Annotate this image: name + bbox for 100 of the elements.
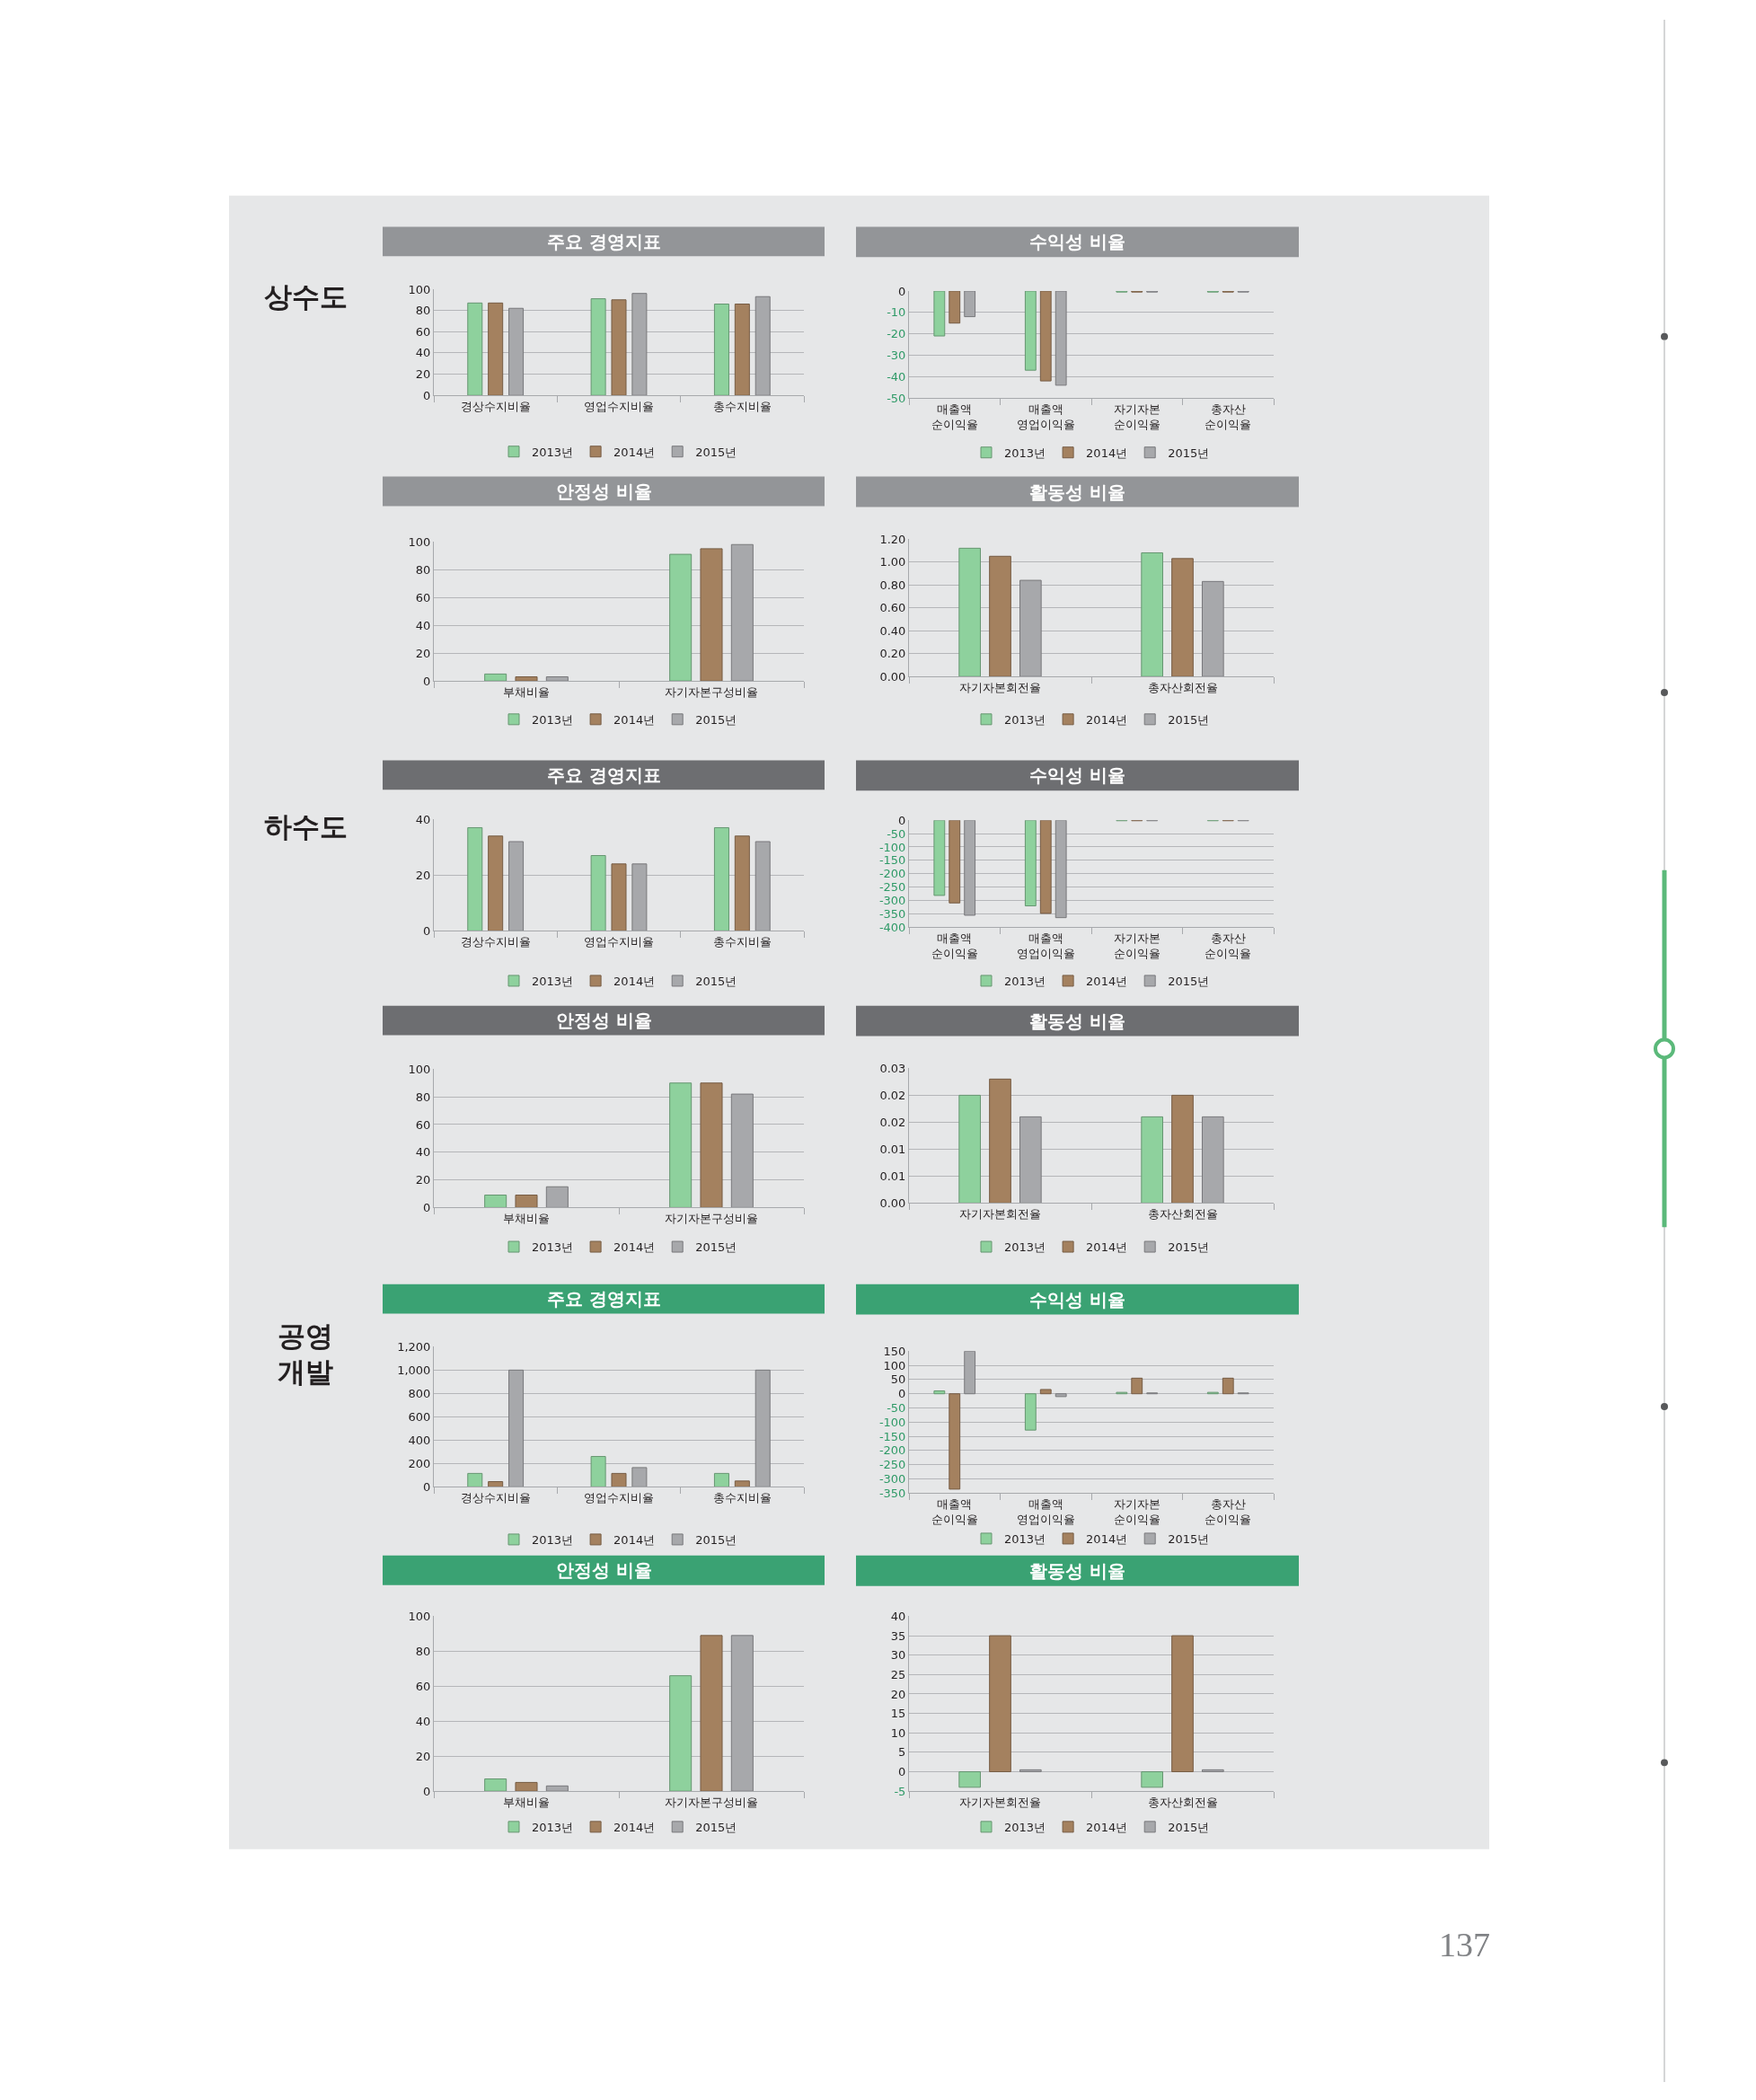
bar <box>949 1393 961 1490</box>
y-tick-label: -400 <box>878 920 906 934</box>
y-tick-label: 0 <box>898 813 906 827</box>
y-tick-label: 0.01 <box>879 1169 906 1183</box>
legend-label: 2015년 <box>695 1240 737 1255</box>
legend-label: 2014년 <box>613 712 656 727</box>
chart-title: 주요 경영지표 <box>547 1288 661 1310</box>
bar <box>700 1082 723 1208</box>
x-tick-label: 총수지비율 <box>712 934 772 949</box>
chart-title: 수익성 비율 <box>1029 764 1125 786</box>
legend-label: 2013년 <box>532 1240 574 1255</box>
y-tick-label: 0 <box>423 388 431 402</box>
y-tick-label: -20 <box>887 327 906 341</box>
x-tick-label: 자기자본회전율 <box>959 680 1041 694</box>
y-tick-label: -10 <box>887 305 906 320</box>
bar <box>1054 1393 1067 1398</box>
x-tick-label: 부채비율 <box>503 1211 550 1225</box>
legend-label: 2014년 <box>1086 1240 1128 1255</box>
bar <box>484 673 507 682</box>
legend-label: 2014년 <box>613 1240 656 1255</box>
y-tick-label: -30 <box>887 349 906 363</box>
y-tick-label: -50 <box>887 391 906 405</box>
chart-title: 수익성 비율 <box>1029 231 1125 252</box>
y-tick-label: -100 <box>878 840 906 854</box>
bar <box>700 1635 723 1792</box>
y-tick-label: 100 <box>408 1609 431 1623</box>
legend-label: 2015년 <box>695 712 737 727</box>
x-tick-label: 총자산 순이익율 <box>1204 1496 1252 1526</box>
y-tick-label: -200 <box>878 867 906 881</box>
legend-label: 2015년 <box>695 1533 737 1547</box>
bar <box>958 547 982 677</box>
text: 137 <box>1439 1926 1490 1963</box>
bar <box>669 553 693 682</box>
y-tick-label: 80 <box>415 1090 431 1104</box>
y-tick-label: 0.03 <box>879 1061 906 1075</box>
x-tick-label: 자기자본구성비율 <box>665 684 758 699</box>
x-tick-label: 부채비율 <box>503 684 550 699</box>
x-tick-label: 자기자본 순이익율 <box>1113 1496 1160 1526</box>
legend-label: 2014년 <box>1086 446 1128 460</box>
bar <box>1141 1116 1164 1204</box>
y-tick-label: 0 <box>898 1387 906 1401</box>
y-tick-label: 0.00 <box>879 669 906 684</box>
bar <box>1171 558 1194 677</box>
bar <box>467 826 483 931</box>
y-tick-label: -50 <box>887 826 906 841</box>
y-tick-label: 25 <box>890 1667 906 1681</box>
y-tick-label: 60 <box>415 1679 431 1693</box>
bar <box>989 1078 1011 1204</box>
y-tick-label: 60 <box>415 590 431 604</box>
x-tick-label: 매출액 영업이익율 <box>1016 1496 1075 1526</box>
legend-label: 2015년 <box>1168 975 1210 989</box>
y-tick-label: 30 <box>890 1648 906 1663</box>
y-tick-label: 200 <box>408 1456 431 1470</box>
legend-label: 2014년 <box>613 975 656 989</box>
bar <box>590 1456 606 1487</box>
x-tick-label: 자기자본회전율 <box>959 1795 1041 1809</box>
bar <box>1131 1377 1143 1395</box>
bar <box>590 298 606 396</box>
bar <box>515 676 538 682</box>
y-tick-label: 1.20 <box>879 532 906 546</box>
y-tick-label: -40 <box>887 369 906 384</box>
y-tick-label: 40 <box>415 618 431 632</box>
y-tick-label: 0 <box>898 284 906 298</box>
legend-label: 2013년 <box>532 445 574 459</box>
bar <box>1171 1094 1194 1204</box>
x-tick-label: 총자산회전율 <box>1147 1795 1218 1809</box>
x-tick-label: 매출액 순이익율 <box>931 931 978 960</box>
legend-label: 2013년 <box>1004 1820 1046 1834</box>
text: 하수도 <box>264 810 348 843</box>
text: 공영 개발 <box>278 1319 333 1389</box>
bar <box>669 1082 693 1208</box>
y-tick-label: 0.01 <box>879 1142 906 1156</box>
y-tick-label: 400 <box>408 1433 431 1447</box>
y-tick-label: 60 <box>415 324 431 339</box>
chart-title: 활동성 비율 <box>1029 481 1125 503</box>
y-tick-label: 60 <box>415 1117 431 1132</box>
y-tick-label: -5 <box>894 1784 906 1798</box>
y-tick-label: 40 <box>415 1714 431 1728</box>
y-tick-label: 0 <box>423 1479 431 1494</box>
bar <box>1171 1635 1194 1773</box>
y-tick-label: -250 <box>878 1458 906 1472</box>
legend-label: 2015년 <box>695 1820 737 1834</box>
y-tick-label: -300 <box>878 894 906 908</box>
bar <box>713 1472 729 1487</box>
legend-label: 2015년 <box>695 445 737 459</box>
chart-title: 안정성 비율 <box>556 481 652 502</box>
y-tick-label: 15 <box>890 1707 906 1721</box>
y-tick-label: 800 <box>408 1386 431 1400</box>
x-tick-label: 총수지비율 <box>712 1490 772 1504</box>
bar <box>700 548 723 682</box>
x-tick-label: 총자산회전율 <box>1147 1207 1218 1221</box>
legend-label: 2015년 <box>1168 712 1210 727</box>
y-tick-label: 0 <box>423 923 431 938</box>
y-tick-label: -200 <box>878 1443 906 1458</box>
bar <box>611 299 627 396</box>
y-tick-label: 20 <box>415 646 431 660</box>
y-tick-label: -250 <box>878 880 906 895</box>
chart-title: 주요 경영지표 <box>547 764 661 786</box>
chart-title: 안정성 비율 <box>556 1010 652 1031</box>
y-tick-label: 0 <box>423 1784 431 1798</box>
